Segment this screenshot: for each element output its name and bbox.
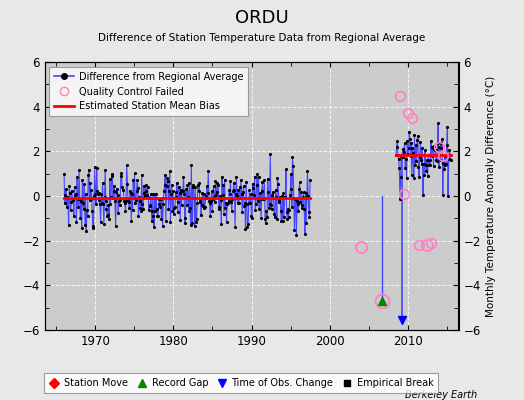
Text: Berkeley Earth: Berkeley Earth <box>405 390 477 400</box>
Legend: Station Move, Record Gap, Time of Obs. Change, Empirical Break: Station Move, Record Gap, Time of Obs. C… <box>44 374 438 393</box>
Text: Difference of Station Temperature Data from Regional Average: Difference of Station Temperature Data f… <box>99 33 425 43</box>
Y-axis label: Monthly Temperature Anomaly Difference (°C): Monthly Temperature Anomaly Difference (… <box>486 75 496 317</box>
Text: ORDU: ORDU <box>235 9 289 27</box>
Legend: Difference from Regional Average, Quality Control Failed, Estimated Station Mean: Difference from Regional Average, Qualit… <box>49 67 248 116</box>
